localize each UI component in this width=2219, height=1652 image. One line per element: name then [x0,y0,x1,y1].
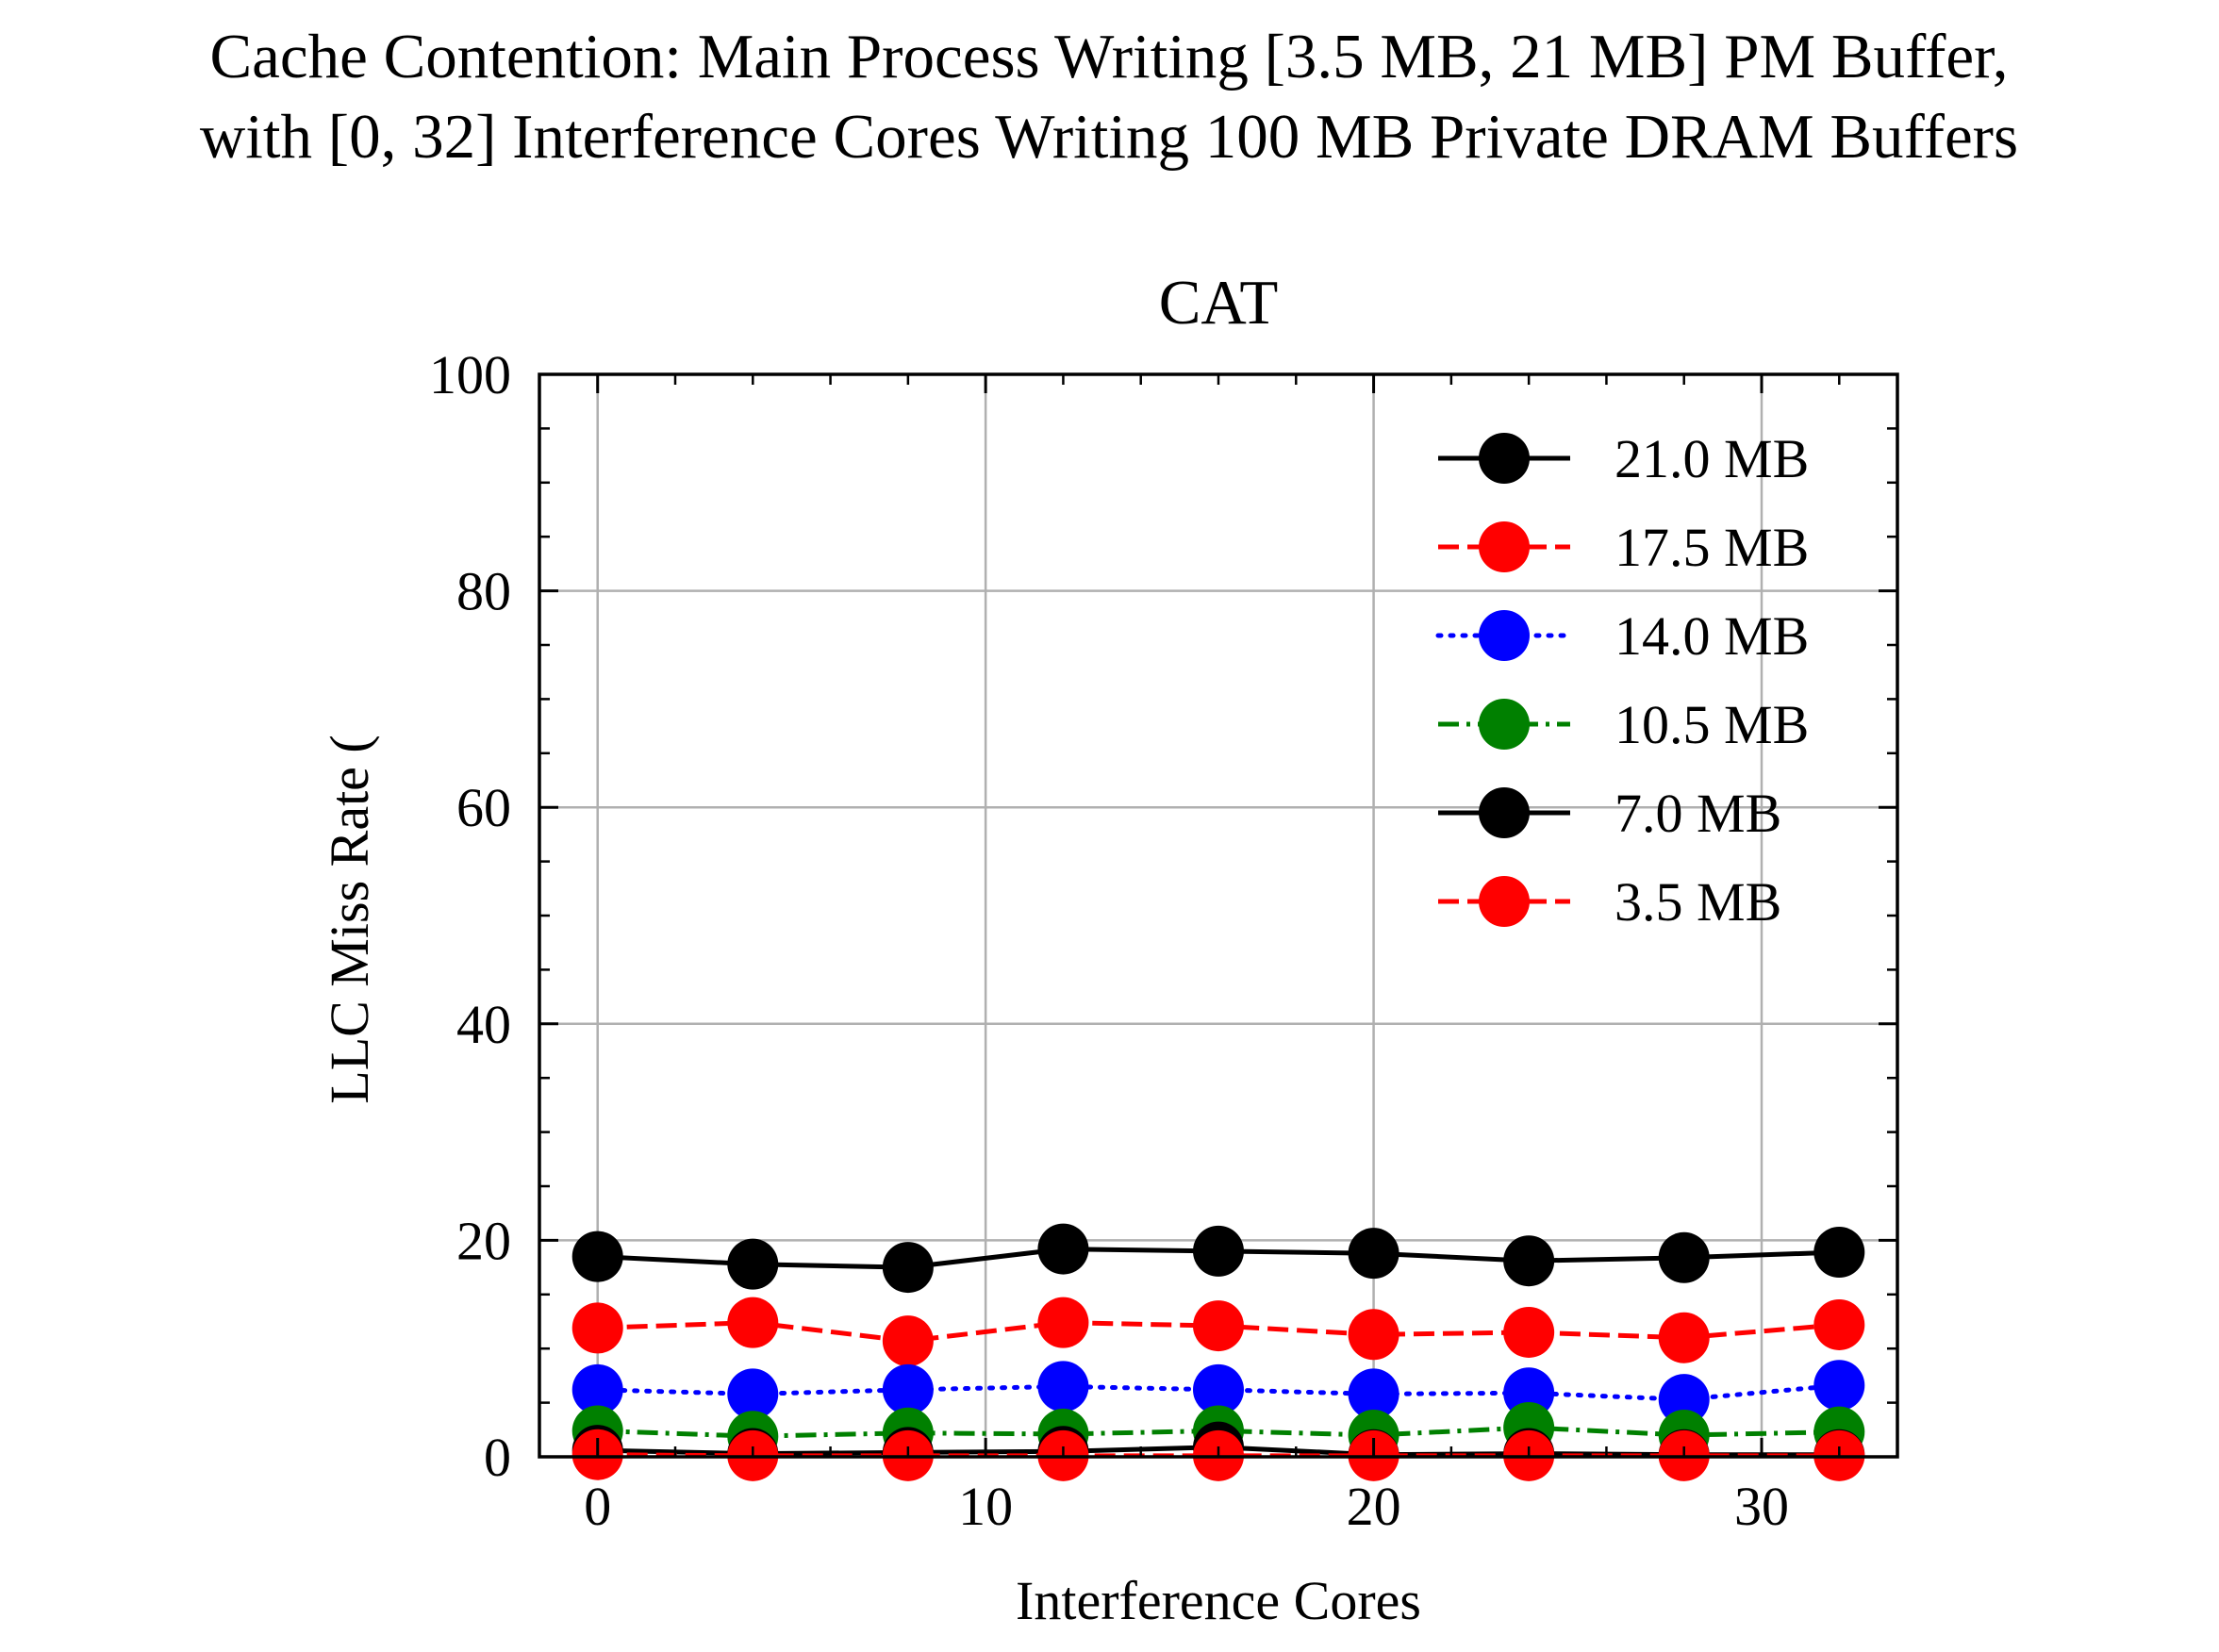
legend-label-0: 21.0 MB [1615,428,1809,489]
series-1-point-3 [1037,1297,1089,1348]
legend: 21.0 MB 17.5 MB 14.0 MB 10.5 MB 7.0 MB 3.5 MB [1435,428,1809,933]
legend-marker-2 [1479,610,1530,661]
series-line-3 [597,1425,1840,1439]
subplot-title: CAT [1159,268,1279,338]
series-2-point-2 [882,1363,934,1415]
legend-marker-3 [1479,699,1530,750]
legend-label-4: 7.0 MB [1615,783,1781,844]
legend-marker-0 [1479,433,1530,484]
x-axis-label: Interference Cores [1016,1570,1421,1631]
series-0-point-7 [1658,1231,1710,1283]
series-0-point-6 [1503,1235,1555,1287]
x-tick-label-0: 0 [584,1476,611,1537]
series-1-point-2 [882,1315,934,1367]
series-1-point-4 [1193,1300,1244,1352]
series-2-point-0 [571,1363,623,1415]
x-tick-label-3: 30 [1734,1476,1789,1537]
series-2-point-5 [1348,1368,1399,1420]
series-0-point-5 [1348,1228,1399,1280]
series-1-point-0 [571,1302,623,1354]
series-1-point-1 [727,1297,779,1348]
chart-title-line-1: Cache Contention: Main Process Writing [… [209,22,2008,91]
series-1-point-7 [1658,1312,1710,1363]
series-0-point-3 [1037,1223,1089,1275]
series-2-point-7 [1658,1374,1710,1426]
series-2-point-3 [1037,1361,1089,1412]
y-tick-label-1: 20 [456,1210,511,1271]
series-2-point-1 [727,1368,779,1420]
legend-marker-5 [1479,876,1530,927]
series-1-point-8 [1813,1298,1865,1350]
series-2-point-4 [1193,1363,1244,1415]
legend-label-1: 17.5 MB [1615,517,1809,578]
x-tick-label-2: 20 [1347,1476,1401,1537]
y-tick-label-0: 0 [484,1427,511,1488]
chart-title-line-2: with [0, 32] Interference Cores Writing … [200,102,2018,172]
series-0-point-0 [571,1231,623,1282]
legend-label-5: 3.5 MB [1615,871,1781,933]
x-tick-label-1: 10 [958,1476,1013,1537]
series-1-point-6 [1503,1306,1555,1358]
plot-area: 0 10 20 30 0 20 40 60 80 100 [429,344,1899,1537]
series-0-point-1 [727,1238,779,1290]
series-1-point-5 [1348,1309,1399,1361]
series-line-2 [595,1382,1842,1402]
legend-marker-4 [1479,787,1530,838]
y-axis-label: LLC Miss Rate ( [319,735,380,1103]
series-0-point-4 [1193,1225,1244,1277]
series-0-point-8 [1813,1227,1865,1279]
y-tick-label-3: 60 [456,777,511,838]
y-tick-label-2: 40 [456,994,511,1055]
series-0-point-2 [882,1242,934,1294]
y-tick-label-4: 80 [456,561,511,622]
series-2-point-8 [1813,1360,1865,1412]
legend-marker-1 [1479,521,1530,572]
y-tick-label-5: 100 [429,344,511,405]
legend-label-3: 10.5 MB [1615,694,1809,755]
legend-label-2: 14.0 MB [1615,605,1809,667]
